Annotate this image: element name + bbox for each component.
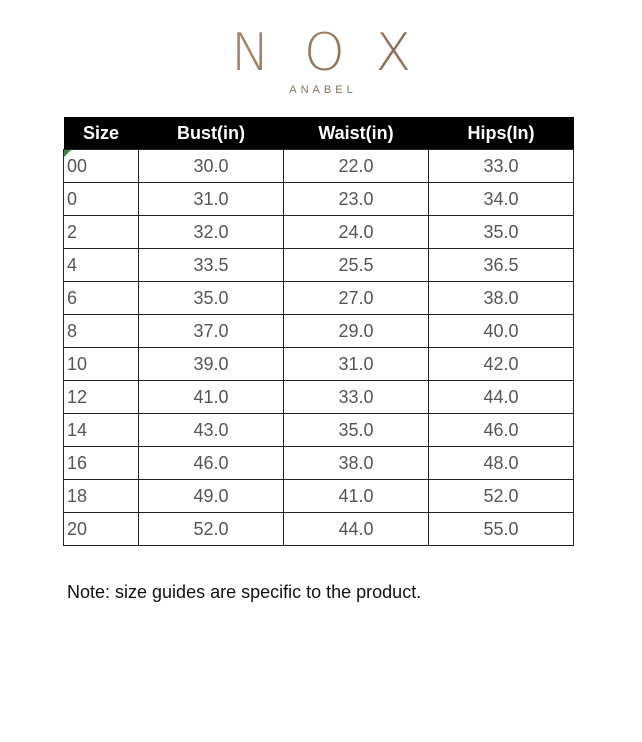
measure-cell: 40.0: [428, 314, 574, 348]
measure-cell: 29.0: [283, 314, 429, 348]
measure-cell: 33.0: [283, 380, 429, 414]
measure-cell: 43.0: [138, 413, 284, 447]
size-cell: 10: [63, 347, 139, 381]
size-cell: 2: [63, 215, 139, 249]
measure-cell: 32.0: [138, 215, 284, 249]
size-cell: 6: [63, 281, 139, 315]
measure-cell: 41.0: [138, 380, 284, 414]
size-cell: 14: [63, 413, 139, 447]
measure-cell: 25.5: [283, 248, 429, 282]
table-row: 12 41.0 33.0 44.0: [63, 380, 574, 414]
measure-cell: 49.0: [138, 479, 284, 513]
table-row: 18 49.0 41.0 52.0: [63, 479, 574, 513]
header-cell: Bust(in): [138, 117, 284, 150]
header-cell: Hips(In): [428, 117, 574, 150]
logo-mark: NOX: [0, 22, 642, 84]
header-cell: Waist(in): [283, 117, 429, 150]
measure-cell: 41.0: [283, 479, 429, 513]
size-cell: 16: [63, 446, 139, 480]
table-row: 8 37.0 29.0 40.0: [63, 314, 574, 348]
table-row: 00 30.0 22.0 33.0: [63, 149, 574, 183]
size-cell: 20: [63, 512, 139, 546]
measure-cell: 31.0: [283, 347, 429, 381]
measure-cell: 24.0: [283, 215, 429, 249]
header-row: Size Bust(in) Waist(in) Hips(In): [63, 117, 574, 150]
measure-cell: 48.0: [428, 446, 574, 480]
size-cell: 12: [63, 380, 139, 414]
logo: NOX ANABEL: [0, 22, 642, 96]
header-cell: Size: [63, 117, 139, 150]
note: Note: size guides are specific to the pr…: [67, 582, 422, 602]
measure-cell: 46.0: [428, 413, 574, 447]
table-row: 2 32.0 24.0 35.0: [63, 215, 574, 249]
cell-marker: [64, 150, 71, 157]
measure-cell: 44.0: [428, 380, 574, 414]
measure-cell: 38.0: [283, 446, 429, 480]
measure-cell: 23.0: [283, 182, 429, 216]
measure-cell: 46.0: [138, 446, 284, 480]
measure-cell: 55.0: [428, 512, 574, 546]
measure-cell: 35.0: [138, 281, 284, 315]
measure-cell: 35.0: [283, 413, 429, 447]
measure-cell: 52.0: [138, 512, 284, 546]
logo-brand: ANABEL: [289, 84, 357, 96]
table-row: 4 33.5 25.5 36.5: [63, 248, 574, 282]
measure-cell: 30.0: [138, 149, 284, 183]
measure-cell: 38.0: [428, 281, 574, 315]
measure-cell: 36.5: [428, 248, 574, 282]
measure-cell: 42.0: [428, 347, 574, 381]
table-row: 6 35.0 27.0 38.0: [63, 281, 574, 315]
measure-cell: 22.0: [283, 149, 429, 183]
measure-cell: 52.0: [428, 479, 574, 513]
size-cell: 4: [63, 248, 139, 282]
table-row: 16 46.0 38.0 48.0: [63, 446, 574, 480]
measure-cell: 27.0: [283, 281, 429, 315]
measure-cell: 37.0: [138, 314, 284, 348]
measure-cell: 33.0: [428, 149, 574, 183]
size-cell: 8: [63, 314, 139, 348]
measure-cell: 35.0: [428, 215, 574, 249]
measure-cell: 39.0: [138, 347, 284, 381]
measure-cell: 44.0: [283, 512, 429, 546]
size-cell: 0: [63, 182, 139, 216]
size-table: Size Bust(in) Waist(in) Hips(In) 00 30.0 22.0…: [63, 117, 574, 546]
table-row: 0 31.0 23.0 34.0: [63, 182, 574, 216]
table-row: 20 52.0 44.0 55.0: [63, 512, 574, 546]
measure-cell: 33.5: [138, 248, 284, 282]
table-row: 10 39.0 31.0 42.0: [63, 347, 574, 381]
size-cell: 18: [63, 479, 139, 513]
measure-cell: 34.0: [428, 182, 574, 216]
table-body: 00 30.0 22.0 33.0 0 31.0 23.0 34.0 2 32.0 24.0 35.0…: [63, 149, 574, 546]
table-row: 14 43.0 35.0 46.0: [63, 413, 574, 447]
measure-cell: 31.0: [138, 182, 284, 216]
size-cell: 00: [63, 149, 139, 183]
